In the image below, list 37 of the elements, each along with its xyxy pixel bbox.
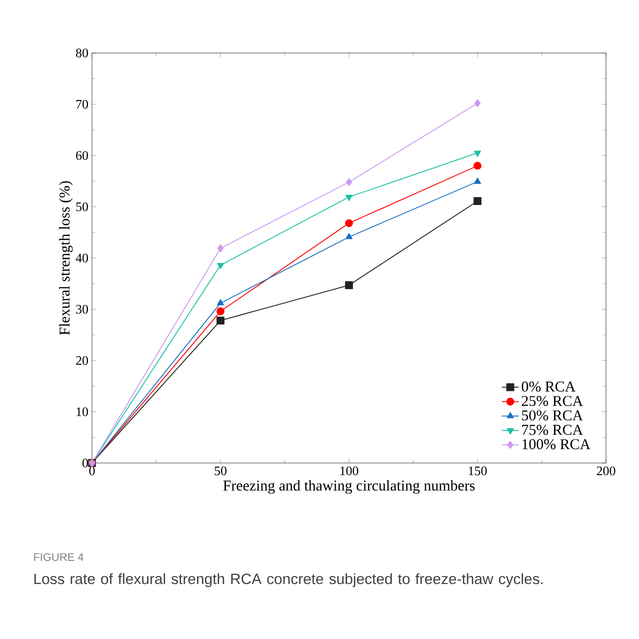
legend-label: 50% RCA xyxy=(522,410,583,420)
y-tick-label: 20 xyxy=(76,356,88,365)
legend-label: 0% RCA xyxy=(522,382,576,392)
y-tick-label: 70 xyxy=(76,100,88,109)
point xyxy=(474,178,481,184)
x-tick-label: 150 xyxy=(468,466,487,476)
legend-label: 25% RCA xyxy=(522,396,583,406)
y-tick-label: 10 xyxy=(76,407,88,416)
point xyxy=(216,307,224,316)
point xyxy=(474,162,482,170)
x-tick-label: 200 xyxy=(596,466,616,476)
y-tick-label: 0 xyxy=(82,458,88,468)
y-tick-label: 80 xyxy=(76,48,88,58)
legend-label: 75% RCA xyxy=(522,424,583,435)
point xyxy=(474,197,482,206)
point xyxy=(346,233,352,240)
point xyxy=(217,244,224,252)
point xyxy=(345,219,353,228)
text: Loss rate of flexural strength RCA concrete subjected to freeze-thaw cycles. xyxy=(34,573,543,588)
x-tick-label: 50 xyxy=(214,466,226,476)
y-tick-label: 40 xyxy=(76,254,88,262)
y-tick-label: 50 xyxy=(76,202,88,212)
legend-label: 100% RCA xyxy=(522,439,590,450)
point xyxy=(216,316,224,324)
y-tick-label: 30 xyxy=(76,304,88,314)
point xyxy=(474,99,481,108)
point xyxy=(474,150,481,157)
x-tick-label: 100 xyxy=(340,466,358,476)
caption: FIGURE 4 xyxy=(34,553,84,561)
y-axis-title: Flexural strength loss (%) xyxy=(59,181,73,335)
point xyxy=(217,262,224,270)
point xyxy=(346,194,352,201)
point xyxy=(346,178,352,186)
x-axis-title: Freezing and thawing circulating numbers xyxy=(223,480,475,494)
point xyxy=(345,281,353,290)
y-tick-label: 60 xyxy=(76,151,88,160)
point xyxy=(217,299,224,306)
